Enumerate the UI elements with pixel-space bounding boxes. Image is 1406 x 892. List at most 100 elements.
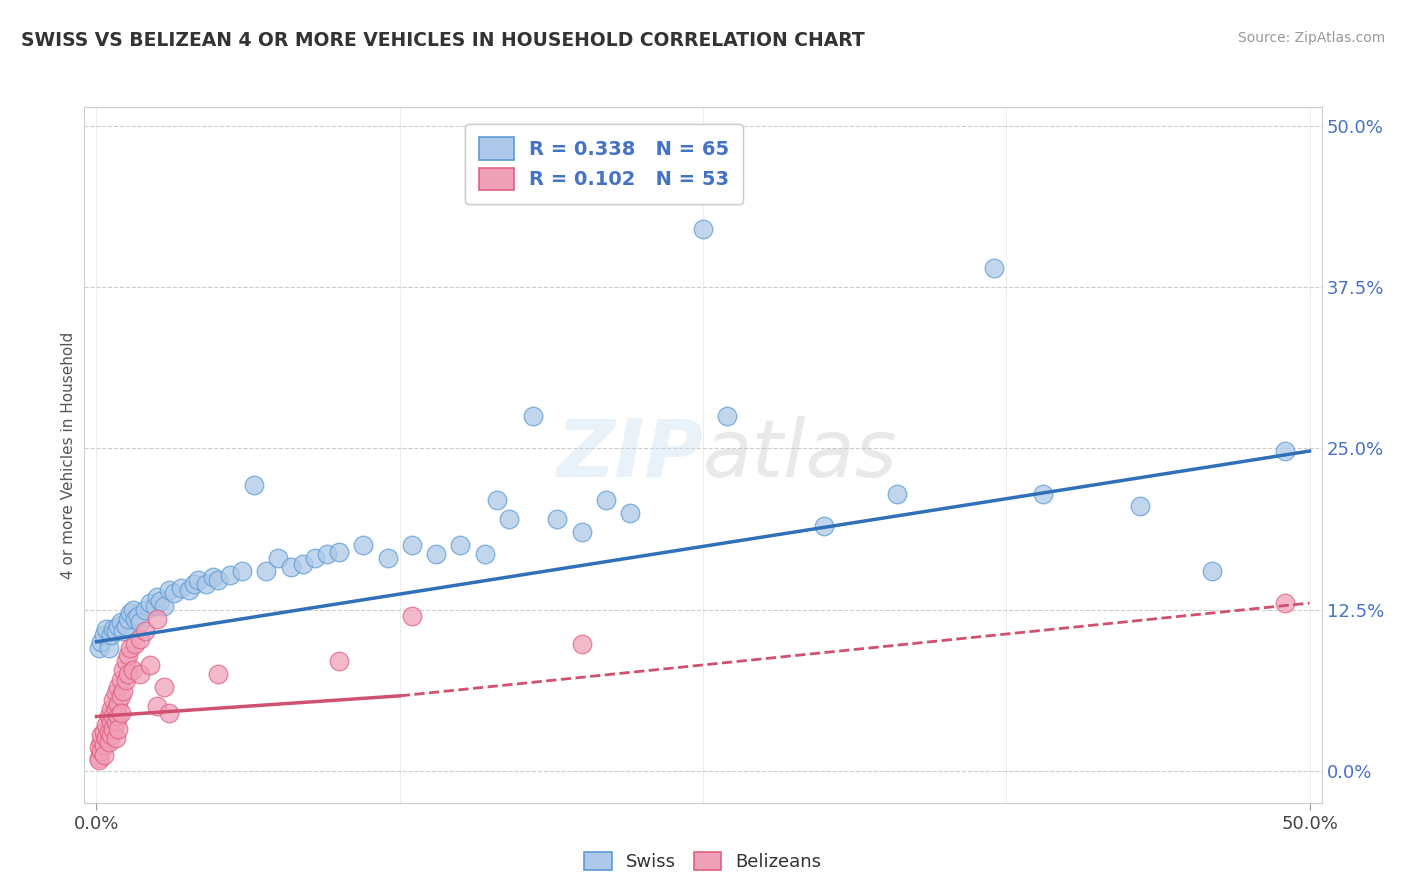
Point [498, 512, 520, 526]
Point [112, 683, 135, 698]
Point [114, 619, 136, 633]
Point [425, 547, 447, 561]
Point [1032, 486, 1054, 500]
Text: SWISS VS BELIZEAN 4 OR MORE VEHICLES IN HOUSEHOLD CORRELATION CHART: SWISS VS BELIZEAN 4 OR MORE VEHICLES IN … [21, 31, 865, 50]
Point [485, 493, 508, 508]
Point [114, 673, 136, 688]
Point [112, 624, 135, 639]
Point [122, 602, 145, 616]
Point [107, 680, 129, 694]
Point [139, 596, 162, 610]
Point [146, 611, 169, 625]
Point [96, 718, 118, 732]
Text: atlas: atlas [703, 416, 898, 494]
Point [117, 611, 139, 625]
Point [983, 261, 1005, 276]
Point [100, 727, 122, 741]
Point [120, 641, 142, 656]
Point [104, 686, 127, 700]
Point [474, 547, 496, 561]
Point [813, 518, 835, 533]
Point [97, 709, 120, 723]
Point [97, 725, 120, 739]
Point [103, 692, 125, 706]
Point [129, 667, 152, 681]
Point [134, 624, 156, 639]
Point [146, 699, 169, 714]
Point [352, 538, 374, 552]
Point [157, 583, 180, 598]
Point [117, 648, 139, 662]
Point [87, 750, 110, 764]
Point [93, 738, 115, 752]
Point [243, 477, 266, 491]
Point [231, 564, 253, 578]
Point [124, 637, 146, 651]
Point [90, 744, 112, 758]
Point [103, 723, 125, 737]
Y-axis label: 4 or more Vehicles in Household: 4 or more Vehicles in Household [60, 331, 76, 579]
Point [692, 222, 714, 236]
Text: Source: ZipAtlas.com: Source: ZipAtlas.com [1237, 31, 1385, 45]
Point [886, 486, 908, 500]
Point [90, 634, 112, 648]
Point [194, 576, 217, 591]
Point [129, 632, 152, 647]
Point [619, 506, 641, 520]
Point [291, 558, 314, 572]
Point [1274, 444, 1296, 458]
Point [107, 723, 129, 737]
Point [328, 654, 350, 668]
Point [401, 609, 423, 624]
Point [1201, 564, 1223, 578]
Point [97, 735, 120, 749]
Point [93, 748, 115, 763]
Point [90, 735, 112, 749]
Point [207, 667, 229, 681]
Point [170, 581, 193, 595]
Point [595, 493, 617, 508]
Point [100, 628, 122, 642]
Point [110, 673, 132, 688]
Point [254, 564, 277, 578]
Point [87, 753, 110, 767]
Point [143, 599, 166, 613]
Point [267, 551, 290, 566]
Text: ZIP: ZIP [555, 416, 703, 494]
Point [87, 641, 110, 656]
Point [110, 689, 132, 703]
Point [93, 725, 115, 739]
Point [449, 538, 471, 552]
Point [187, 573, 209, 587]
Legend: Swiss, Belizeans: Swiss, Belizeans [578, 845, 828, 879]
Point [571, 525, 593, 540]
Point [114, 654, 136, 668]
Point [97, 641, 120, 656]
Point [1129, 500, 1152, 514]
Point [103, 709, 125, 723]
Point [107, 697, 129, 711]
Point [90, 727, 112, 741]
Point [139, 657, 162, 672]
Point [104, 714, 127, 729]
Point [153, 599, 176, 613]
Point [401, 538, 423, 552]
Point [112, 663, 135, 677]
Point [104, 731, 127, 746]
Point [96, 622, 118, 636]
Point [163, 586, 186, 600]
Point [107, 709, 129, 723]
Point [219, 567, 242, 582]
Point [100, 714, 122, 729]
Point [117, 667, 139, 681]
Point [103, 622, 125, 636]
Point [146, 590, 169, 604]
Point [153, 680, 176, 694]
Point [110, 615, 132, 630]
Point [546, 512, 568, 526]
Point [96, 731, 118, 746]
Point [134, 602, 156, 616]
Point [93, 628, 115, 642]
Point [157, 706, 180, 720]
Point [716, 409, 738, 424]
